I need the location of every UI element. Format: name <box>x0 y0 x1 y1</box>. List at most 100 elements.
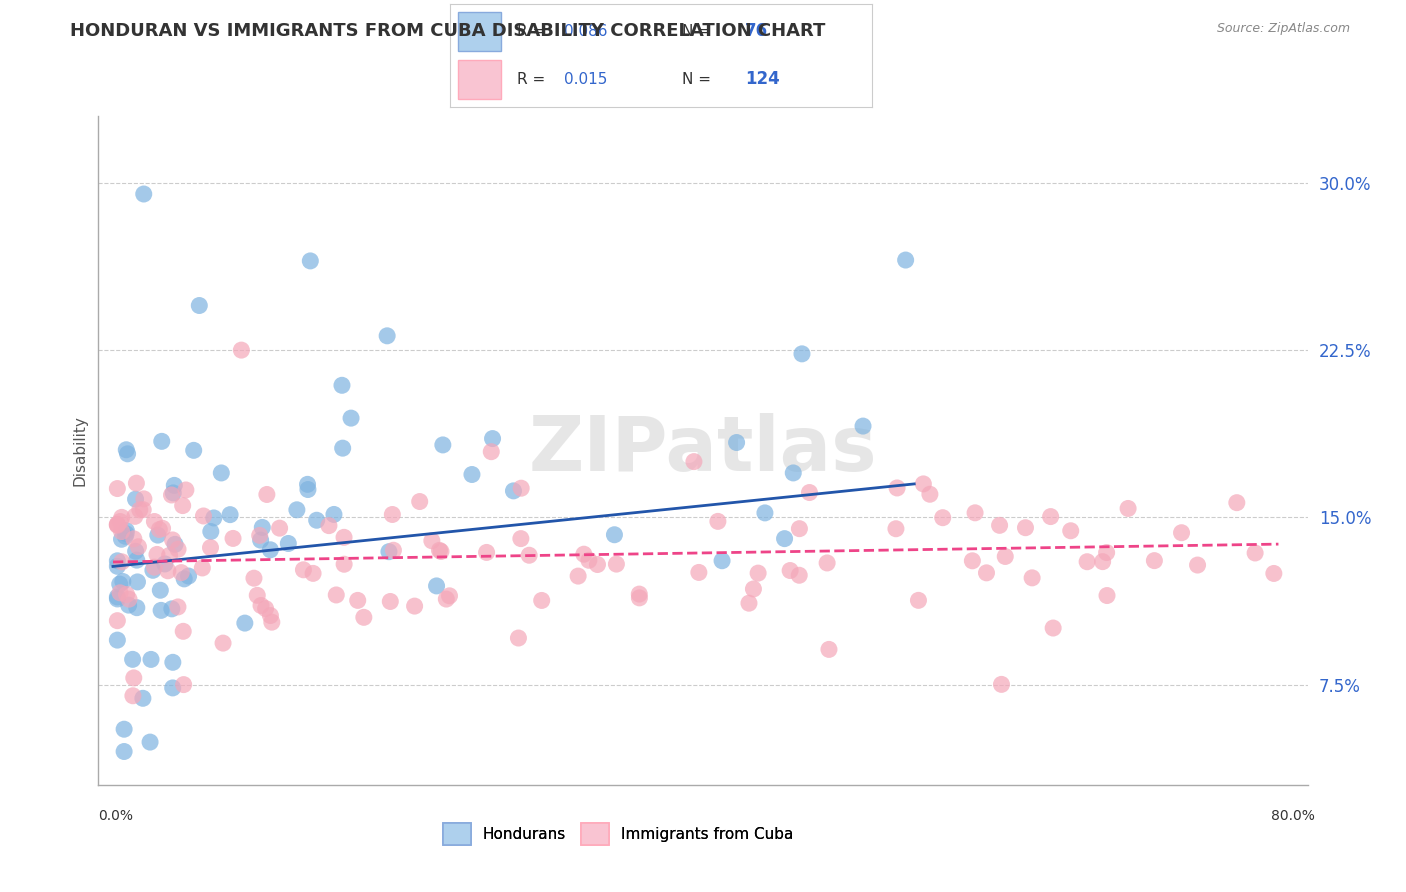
Point <box>231 343 253 358</box>
Point <box>112 744 135 758</box>
Point <box>172 499 194 513</box>
Point <box>530 593 553 607</box>
Point <box>1039 509 1062 524</box>
Point <box>628 587 651 601</box>
Point <box>150 603 173 617</box>
Point <box>124 544 146 558</box>
Point <box>425 579 447 593</box>
Point <box>108 515 131 529</box>
Point <box>105 591 128 606</box>
Point <box>105 518 128 533</box>
Point <box>742 582 765 596</box>
Point <box>105 517 128 532</box>
Point <box>508 631 530 645</box>
Point <box>815 556 838 570</box>
Point <box>333 530 356 544</box>
Point <box>603 527 626 541</box>
Point <box>509 532 531 546</box>
Point <box>510 481 533 495</box>
Point <box>115 524 138 538</box>
Point <box>256 487 278 501</box>
Point <box>153 557 176 571</box>
Point <box>299 253 322 268</box>
Point <box>1091 555 1114 569</box>
Point <box>149 583 172 598</box>
Point <box>346 593 368 607</box>
Point <box>292 563 315 577</box>
Point <box>173 678 195 692</box>
Point <box>148 523 170 537</box>
Point <box>111 574 134 589</box>
Point <box>787 568 810 582</box>
Point <box>375 328 398 343</box>
Point <box>188 298 211 313</box>
Point <box>297 477 319 491</box>
FancyBboxPatch shape <box>458 60 501 99</box>
Point <box>725 435 748 450</box>
Point <box>115 442 138 457</box>
Point <box>132 187 155 202</box>
Point <box>222 532 245 546</box>
Point <box>1244 546 1267 560</box>
Point <box>1042 621 1064 635</box>
Point <box>297 483 319 497</box>
Point <box>302 566 325 581</box>
Point <box>754 506 776 520</box>
Point <box>818 642 841 657</box>
Point <box>139 735 162 749</box>
Point <box>779 564 801 578</box>
Point <box>143 560 166 574</box>
Point <box>683 455 706 469</box>
Point <box>962 554 984 568</box>
Point <box>475 545 498 559</box>
Point <box>183 443 205 458</box>
Point <box>105 554 128 568</box>
Point <box>174 483 197 497</box>
Point <box>246 588 269 602</box>
Point <box>990 677 1012 691</box>
Point <box>1014 521 1036 535</box>
Point <box>193 508 215 523</box>
Point <box>139 652 162 666</box>
Point <box>799 485 821 500</box>
Point <box>420 533 443 548</box>
Point <box>249 533 271 548</box>
Point <box>517 548 540 562</box>
Point <box>162 486 184 500</box>
Point <box>108 577 131 591</box>
Point <box>143 515 166 529</box>
Point <box>430 544 453 558</box>
Text: 0.086: 0.086 <box>564 23 607 38</box>
Point <box>105 590 128 604</box>
Point <box>125 600 148 615</box>
Point <box>988 518 1011 533</box>
Point <box>122 689 145 703</box>
Point <box>252 520 274 534</box>
Point <box>105 559 128 574</box>
Point <box>111 510 134 524</box>
Text: 0.015: 0.015 <box>564 72 607 87</box>
Point <box>124 492 146 507</box>
Point <box>105 517 128 532</box>
Point <box>163 537 186 551</box>
Point <box>1187 558 1209 572</box>
Text: N =: N = <box>682 72 716 87</box>
Point <box>111 555 134 569</box>
Point <box>738 596 761 610</box>
Point <box>894 253 917 268</box>
Point <box>202 511 225 525</box>
Point <box>132 691 155 706</box>
Point <box>912 476 935 491</box>
Point <box>285 503 308 517</box>
Point <box>747 566 769 581</box>
Point <box>1263 566 1285 581</box>
Point <box>124 509 146 524</box>
Point <box>1170 525 1192 540</box>
Point <box>404 599 426 613</box>
Point <box>249 528 271 542</box>
Text: 0.0%: 0.0% <box>98 809 134 823</box>
Point <box>254 601 277 615</box>
Point <box>105 633 128 648</box>
Point <box>628 591 651 605</box>
Point <box>976 566 998 580</box>
